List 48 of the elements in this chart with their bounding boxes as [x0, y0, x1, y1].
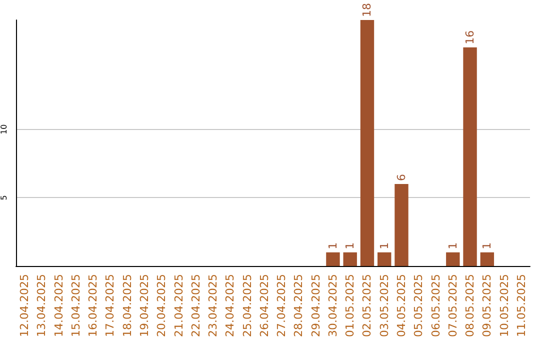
y-tick-label: 5	[0, 195, 8, 200]
x-tick-label: 25.04.2025	[240, 274, 254, 338]
x-tick-label: 04.05.2025	[395, 274, 408, 338]
bar	[480, 252, 494, 266]
x-tick-label: 24.04.2025	[224, 274, 237, 338]
x-tick-label: 21.04.2025	[172, 274, 186, 338]
x-tick-label: 05.05.2025	[412, 274, 426, 338]
x-tick-label: 15.04.2025	[69, 274, 82, 338]
data-label: 18	[360, 3, 374, 17]
x-tick-label: 07.05.2025	[446, 274, 460, 338]
bar	[463, 47, 477, 266]
x-tick-label: 16.04.2025	[86, 274, 100, 338]
data-label: 6	[395, 174, 408, 182]
x-tick-label: 12.04.2025	[18, 274, 32, 338]
bar	[378, 252, 392, 266]
data-label: 1	[446, 242, 460, 250]
x-tick-label: 14.04.2025	[52, 274, 66, 338]
x-tick-label: 03.05.2025	[378, 274, 391, 338]
x-tick-label: 26.04.2025	[258, 274, 271, 338]
data-label: 1	[480, 242, 494, 250]
bar	[326, 252, 340, 266]
x-tick-label: 09.05.2025	[480, 274, 494, 338]
x-tick-label: 23.04.2025	[206, 274, 220, 338]
y-tick-label: 10	[0, 124, 8, 134]
x-tick-label: 11.05.2025	[514, 274, 528, 338]
x-tick-label: 19.04.2025	[138, 274, 151, 338]
data-label: 16	[464, 30, 477, 44]
bar	[343, 252, 357, 266]
x-tick-label: 10.05.2025	[498, 274, 511, 338]
x-tick-label: 06.05.2025	[429, 274, 442, 338]
x-tick-label: 29.04.2025	[309, 274, 322, 338]
bar	[360, 20, 374, 266]
x-tick-label: 18.04.2025	[120, 274, 134, 338]
x-tick-label: 02.05.2025	[360, 274, 374, 338]
x-tick-label: 22.04.2025	[189, 274, 202, 338]
x-tick-label: 27.04.2025	[275, 274, 288, 338]
x-tick-label: 30.04.2025	[326, 274, 340, 338]
data-label: 1	[378, 242, 391, 250]
data-label: 1	[344, 242, 357, 250]
x-tick-label: 17.04.2025	[104, 274, 117, 338]
x-tick-label: 13.04.2025	[35, 274, 48, 338]
x-tick-label: 01.05.2025	[344, 274, 357, 338]
x-tick-label: 28.04.2025	[292, 274, 306, 338]
bar	[394, 184, 408, 266]
x-tick-label: 20.04.2025	[155, 274, 168, 338]
bar	[446, 252, 460, 266]
data-label: 1	[326, 242, 340, 250]
x-tick-label: 08.05.2025	[464, 274, 477, 338]
